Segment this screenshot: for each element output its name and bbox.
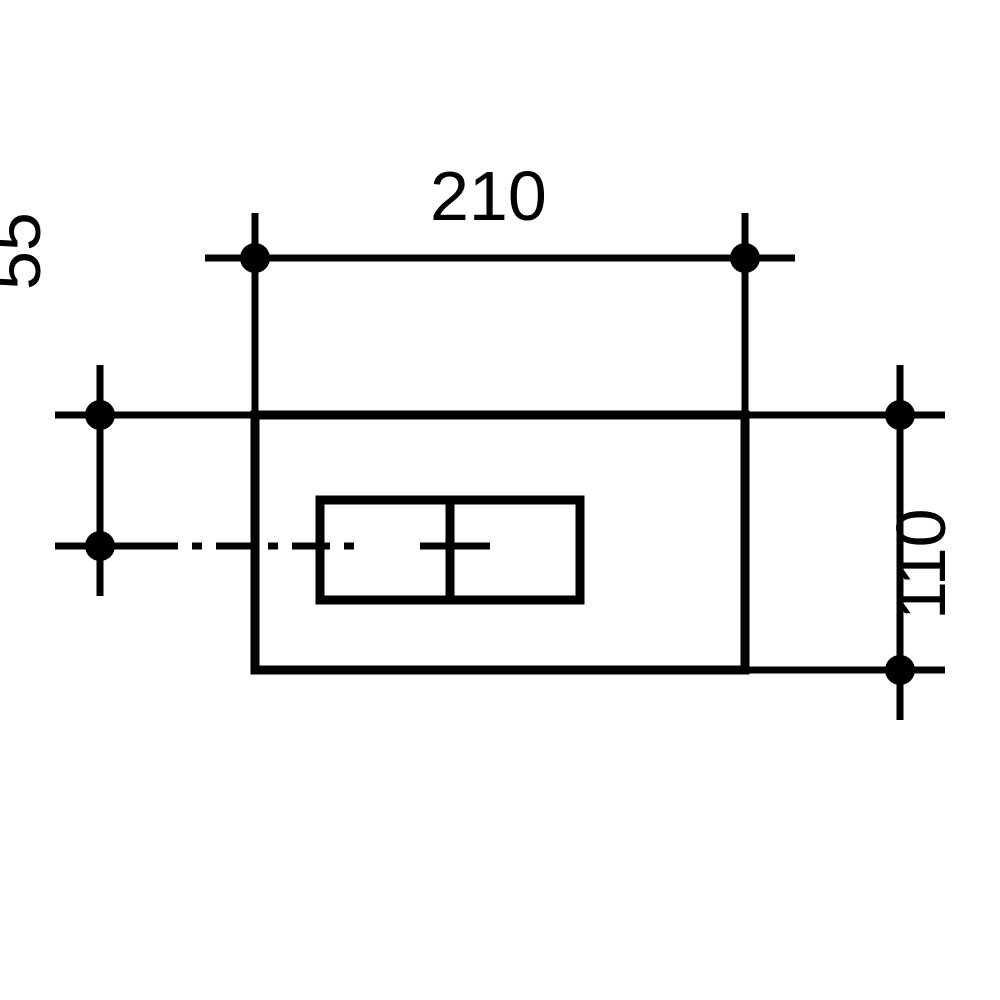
- dim-dot-top-right: [730, 243, 760, 273]
- dim-dot-left-center: [85, 531, 115, 561]
- dim-dot-right-top: [885, 400, 915, 430]
- dim-dot-left-top: [85, 400, 115, 430]
- dim-label-height: 110: [882, 508, 960, 620]
- dim-label-width: 210: [430, 157, 547, 235]
- dim-dot-right-bottom: [885, 655, 915, 685]
- dimension-drawing: 210 110 55: [0, 0, 1000, 1000]
- dim-dot-top-left: [240, 243, 270, 273]
- dim-label-half: 55: [0, 212, 55, 290]
